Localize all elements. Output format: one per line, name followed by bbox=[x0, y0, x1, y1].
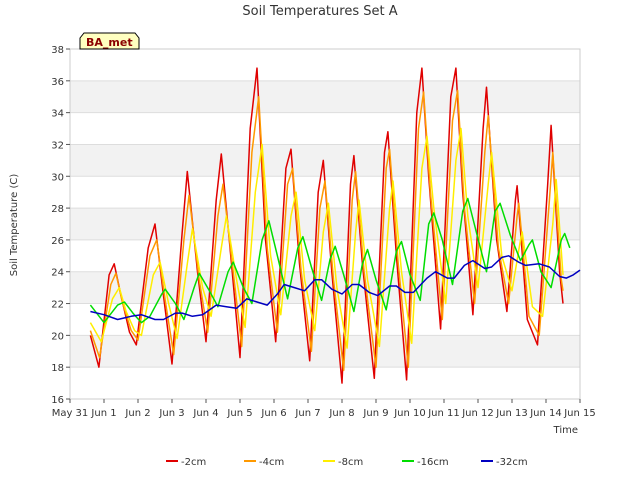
grid-band bbox=[70, 144, 580, 177]
badge-box bbox=[79, 32, 140, 50]
y-tick-label: 18 bbox=[51, 363, 64, 374]
series-line-minus-16cm bbox=[89, 197, 571, 324]
y-tick-label: 20 bbox=[51, 331, 64, 342]
x-axis-label: Time bbox=[553, 425, 578, 436]
legend-label: -2cm bbox=[181, 457, 206, 468]
badge-label: BA_met bbox=[86, 36, 133, 49]
legend-label: -16cm bbox=[417, 457, 449, 468]
x-tick-label: Jun 15 bbox=[563, 408, 596, 419]
legend-label: -8cm bbox=[338, 457, 363, 468]
x-tick-label: May 31 bbox=[52, 408, 89, 419]
x-tick-label: Jun 13 bbox=[495, 408, 528, 419]
x-tick-label: Jun 7 bbox=[294, 408, 320, 419]
y-tick-label: 36 bbox=[51, 77, 64, 88]
grid-band bbox=[70, 271, 580, 304]
x-tick-label: Jun 4 bbox=[192, 408, 218, 419]
plot-frame bbox=[69, 48, 581, 400]
y-tick-label: 22 bbox=[51, 300, 64, 311]
x-axis-ticks: May 31 Jun 1 Jun 2 Jun 3 Jun 4 Jun 5 Jun 6 Jun … bbox=[52, 399, 596, 419]
x-tick-label: Jun 2 bbox=[124, 408, 150, 419]
grid-band bbox=[70, 80, 580, 113]
y-tick-label: 16 bbox=[51, 395, 64, 406]
y-tick-label: 32 bbox=[51, 140, 64, 151]
y-tick-label: 30 bbox=[51, 172, 64, 183]
series-line-minus-8cm bbox=[89, 127, 564, 349]
x-tick-label: Jun 5 bbox=[226, 408, 252, 419]
legend-item-minus-32cm: -32cm bbox=[481, 457, 528, 468]
x-tick-label: Jun 6 bbox=[260, 408, 286, 419]
x-tick-label: Jun 14 bbox=[529, 408, 562, 419]
series-line-minus-32cm bbox=[90, 255, 581, 321]
x-tick-label: Jun 10 bbox=[393, 408, 426, 419]
legend-item-minus-8cm: -8cm bbox=[323, 457, 363, 468]
series-layer bbox=[89, 67, 581, 384]
x-tick-label: Jun 3 bbox=[158, 408, 184, 419]
grid-band bbox=[70, 335, 580, 368]
legend: -2cm -4cm -8cm -16cm -32cm bbox=[166, 457, 528, 468]
x-tick-label: Jun 9 bbox=[362, 408, 388, 419]
x-tick-label: Jun 8 bbox=[328, 408, 354, 419]
x-tick-label: Jun 1 bbox=[90, 408, 116, 419]
x-tick-label: Jun 11 bbox=[427, 408, 460, 419]
legend-item-minus-4cm: -4cm bbox=[244, 457, 284, 468]
y-tick-label: 26 bbox=[51, 236, 64, 247]
legend-label: -32cm bbox=[496, 457, 528, 468]
ba-met-badge: BA_met bbox=[79, 32, 140, 50]
legend-item-minus-16cm: -16cm bbox=[402, 457, 449, 468]
y-tick-label: 38 bbox=[51, 45, 64, 56]
chart-title: Soil Temperatures Set A bbox=[242, 4, 397, 19]
y-tick-label: 24 bbox=[51, 268, 64, 279]
legend-label: -4cm bbox=[259, 457, 284, 468]
x-tick-label: Jun 12 bbox=[461, 408, 494, 419]
y-axis-label: Soil Temperature (C) bbox=[9, 174, 20, 277]
y-tick-label: 34 bbox=[51, 109, 64, 120]
y-axis-ticks: 16 18 20 22 24 26 28 30 32 34 36 38 bbox=[51, 45, 70, 406]
y-tick-label: 28 bbox=[51, 204, 64, 215]
legend-item-minus-2cm: -2cm bbox=[166, 457, 206, 468]
